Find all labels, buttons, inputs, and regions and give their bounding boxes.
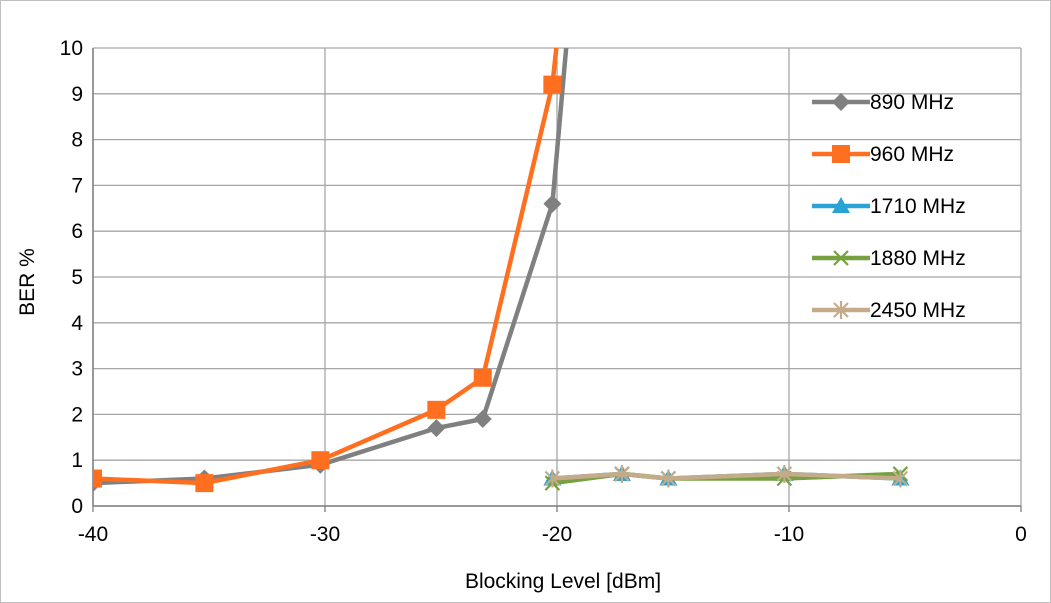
legend-layer: 890 MHz 960 MHz 1710 MHz 1880 MHz 2450 MHz <box>812 91 966 322</box>
y-tick-label: 7 <box>71 174 83 197</box>
series-layer <box>93 48 910 493</box>
data-point <box>473 368 492 387</box>
legend-marker <box>832 145 850 163</box>
data-point <box>543 75 562 94</box>
y-axis-title: BER % <box>16 248 39 316</box>
legend-label: 1710 MHz <box>870 195 966 218</box>
data-point <box>543 194 562 213</box>
y-tick-label: 4 <box>71 312 83 335</box>
y-tick-label: 8 <box>71 129 83 152</box>
x-tick-label: -40 <box>78 523 108 546</box>
y-tick-label: 0 <box>71 495 83 518</box>
y-tick-label: 5 <box>71 266 83 289</box>
legend-label: 2450 MHz <box>870 299 966 322</box>
y-tick-label: 6 <box>71 220 83 243</box>
x-tick-label: -30 <box>310 523 340 546</box>
data-point <box>311 451 330 470</box>
legend-entry: 960 MHz <box>812 143 954 166</box>
legend-entry: 1880 MHz <box>812 247 966 270</box>
legend-label: 1880 MHz <box>870 247 966 270</box>
data-point <box>427 419 446 438</box>
axis-layer: 0 1 2 3 4 5 6 7 8 9 10 -40 -30 -20 -10 0 <box>60 37 1027 546</box>
data-point <box>195 474 214 493</box>
data-point <box>93 469 102 488</box>
data-point <box>660 469 677 488</box>
grid-layer <box>92 47 1022 507</box>
legend-marker <box>833 301 849 319</box>
data-point <box>892 469 909 488</box>
x-axis-title: Blocking Level [dBm] <box>465 570 661 593</box>
legend-entry: 1710 MHz <box>812 195 966 218</box>
data-point <box>776 464 793 483</box>
legend-entry: 2450 MHz <box>812 299 966 322</box>
x-tick-label: 0 <box>1015 523 1027 546</box>
data-point <box>427 400 446 419</box>
x-tick-label: -20 <box>542 523 572 546</box>
y-tick-label: 3 <box>71 358 83 381</box>
y-tick-label: 9 <box>71 83 83 106</box>
x-tick-label: -10 <box>774 523 804 546</box>
data-point <box>614 464 630 483</box>
series-group <box>544 464 909 488</box>
y-tick-label: 2 <box>71 403 83 426</box>
legend-marker <box>833 250 849 266</box>
data-point <box>544 469 561 488</box>
legend-entry: 890 MHz <box>812 91 954 114</box>
series-group <box>93 48 562 493</box>
legend-label: 960 MHz <box>870 143 954 166</box>
legend-label: 890 MHz <box>870 91 954 114</box>
y-tick-label: 10 <box>60 37 83 60</box>
data-point <box>473 409 492 428</box>
series-group <box>93 48 569 493</box>
series-line <box>93 48 559 486</box>
legend-marker <box>832 197 850 213</box>
y-tick-label: 1 <box>71 449 83 472</box>
series-line <box>93 48 569 486</box>
legend-marker <box>832 93 850 111</box>
